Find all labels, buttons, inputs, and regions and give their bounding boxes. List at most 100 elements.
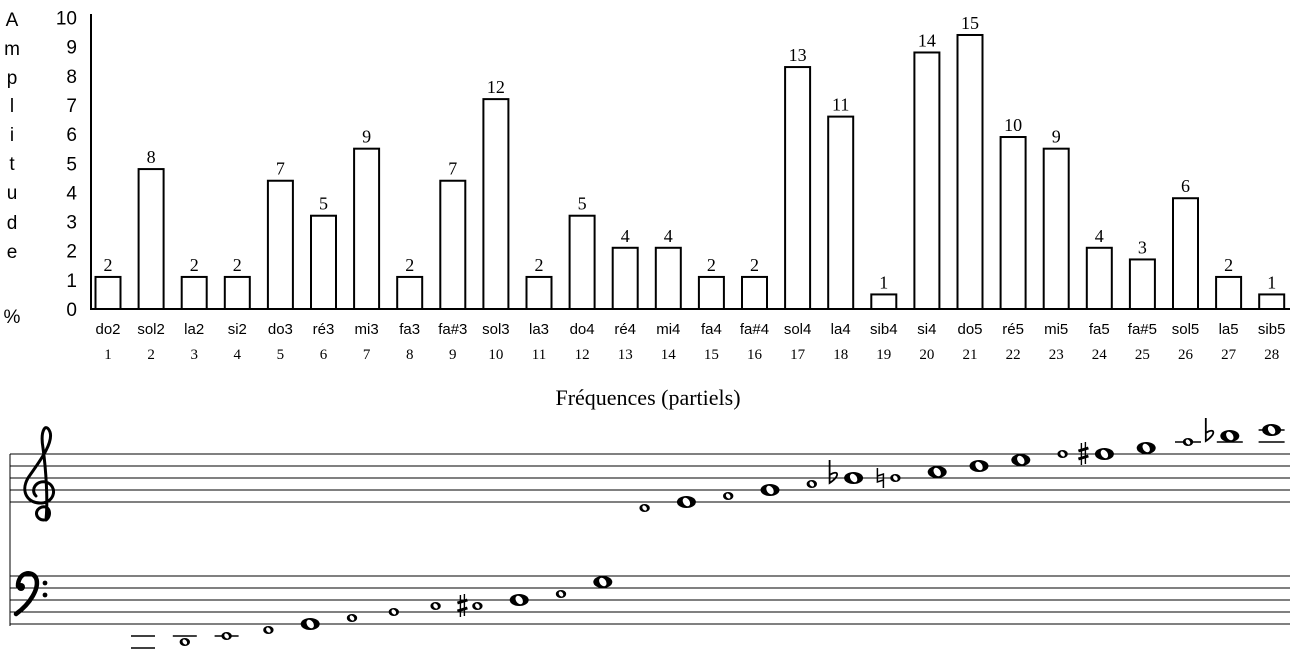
- x-category-labels: do2 sol2 la2 si2 do3 ré3 mi3 fa3 fa#3 sol3 la3 do4 r…: [95, 321, 1285, 338]
- note-head-hole: [893, 475, 898, 481]
- x-partial-number: 17: [790, 347, 806, 363]
- bar: [310, 214, 337, 310]
- x-partial-number: 25: [1135, 347, 1150, 363]
- note-head-hole: [1017, 455, 1025, 465]
- x-category-label: sol3: [482, 321, 510, 338]
- bar-data-label: 15: [961, 13, 979, 33]
- bar: [611, 246, 639, 311]
- note-head-hole: [349, 615, 355, 621]
- x-partial-number: 23: [1049, 347, 1064, 363]
- data-labels: 28227592712254422131111415109436211: [104, 13, 1277, 292]
- x-category-label: la4: [831, 321, 851, 338]
- x-partial-number: 16: [747, 347, 763, 363]
- y-tick-label: 5: [66, 154, 77, 175]
- y-axis-label-letter: u: [7, 183, 18, 204]
- bar: [396, 275, 424, 310]
- note-head-hole: [682, 497, 691, 507]
- x-category-label: sib4: [870, 321, 898, 338]
- bar-data-label: 2: [104, 255, 113, 275]
- bar-data-label: 13: [789, 45, 807, 65]
- bar: [956, 33, 984, 311]
- x-partial-numbers: 1 2 3 4 5 6 7 8 9 10 11 12 13 14 15 16 17 18 19 20 21 22 23 24 2…: [104, 347, 1279, 363]
- treble-staff-lines: [10, 453, 1290, 503]
- note-head-hole: [182, 639, 188, 645]
- x-category-label: la3: [529, 321, 549, 338]
- y-tick-label: 7: [66, 96, 77, 117]
- x-partial-number: 2: [147, 347, 155, 363]
- whole-note-icon: [723, 492, 734, 500]
- x-partial-number: 11: [532, 347, 546, 363]
- x-category-label: ré5: [1002, 321, 1024, 338]
- bar-data-label: 12: [487, 77, 505, 97]
- breve-note-icon: [1204, 418, 1243, 443]
- y-tick-label: 10: [56, 9, 77, 30]
- y-axis-label-letter: %: [4, 307, 21, 328]
- bar: [827, 115, 855, 310]
- x-category-label: fa#4: [740, 321, 769, 338]
- bar-data-label: 2: [405, 255, 414, 275]
- x-partial-number: 4: [234, 347, 242, 363]
- x-category-label: do3: [268, 321, 293, 338]
- bar-data-label: 2: [190, 255, 199, 275]
- bar: [1042, 147, 1070, 310]
- breve-note-icon: [676, 496, 696, 508]
- x-category-label: do4: [570, 321, 595, 338]
- y-axis-label-letter: A: [6, 10, 19, 31]
- x-partial-number: 22: [1006, 347, 1021, 363]
- breve-note-icon: [969, 460, 989, 472]
- bar: [353, 147, 381, 310]
- bar-data-label: 8: [147, 147, 156, 167]
- note-head-hole: [975, 461, 983, 471]
- breve-note-icon: [300, 618, 320, 630]
- y-axis-label-letter: m: [4, 39, 20, 60]
- whole-note-icon: [1175, 438, 1201, 446]
- x-category-label: sol5: [1172, 321, 1200, 338]
- y-axis-ticks: 0 1 2 3 4 5 6 7 8 9 10: [56, 9, 78, 322]
- x-partial-number: 21: [963, 347, 978, 363]
- whole-note-icon: [456, 594, 483, 617]
- x-partial-number: 8: [406, 347, 414, 363]
- bar: [266, 179, 294, 310]
- y-tick-label: 3: [66, 213, 77, 234]
- breve-note-icon: [509, 594, 529, 606]
- breve-note-icon: [760, 484, 780, 496]
- note-head-hole: [599, 577, 607, 587]
- y-tick-label: 9: [66, 38, 77, 59]
- note-head-hole: [515, 595, 523, 605]
- whole-note-icon: [555, 590, 567, 598]
- x-partial-number: 24: [1092, 347, 1108, 363]
- note-head-hole: [1142, 443, 1150, 453]
- bar: [654, 246, 682, 311]
- x-partial-number: 18: [833, 347, 848, 363]
- whole-note-icon: [263, 626, 274, 634]
- bar: [741, 275, 768, 310]
- note-head-hole: [849, 473, 858, 483]
- whole-note-icon: [430, 602, 441, 610]
- staff-notes: [131, 418, 1285, 649]
- breve-note-icon: [828, 460, 864, 485]
- bar-data-label: 2: [233, 255, 242, 275]
- x-category-label: mi4: [656, 321, 680, 338]
- bar-data-label: 5: [319, 194, 328, 214]
- x-category-label: fa3: [399, 321, 420, 338]
- breve-note-icon: [1136, 442, 1156, 454]
- y-axis-label-letter: l: [10, 96, 14, 117]
- whole-note-icon: [876, 468, 901, 488]
- y-tick-label: 6: [66, 125, 77, 146]
- x-partial-number: 5: [277, 347, 285, 363]
- bar: [223, 275, 251, 310]
- x-category-label: la5: [1219, 321, 1239, 338]
- x-partial-number: 28: [1264, 347, 1279, 363]
- breve-note-icon: [1258, 424, 1285, 443]
- y-axis-label-letter: p: [7, 68, 18, 89]
- x-partial-number: 19: [876, 347, 891, 363]
- bar: [525, 275, 553, 310]
- bar: [94, 275, 122, 310]
- bar-data-label: 2: [1224, 255, 1233, 275]
- bar: [180, 275, 208, 310]
- bar-data-label: 9: [1052, 127, 1061, 147]
- x-axis-title: Fréquences (partiels): [555, 385, 740, 410]
- x-partial-number: 7: [363, 347, 371, 363]
